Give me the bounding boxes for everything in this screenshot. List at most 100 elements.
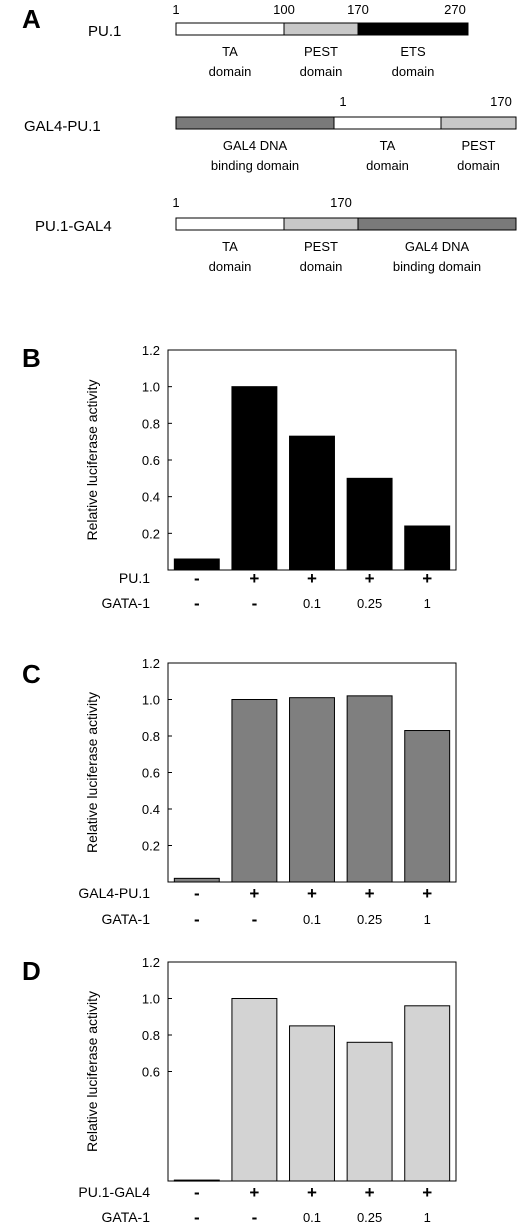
condition-value: 0.1 bbox=[303, 912, 321, 927]
bar bbox=[404, 525, 451, 571]
domain-label: binding domain bbox=[393, 259, 481, 274]
bar bbox=[231, 386, 278, 571]
condition-name: PU.1 bbox=[119, 570, 150, 586]
domain-segment bbox=[440, 116, 517, 130]
bar bbox=[289, 697, 335, 883]
domain-segment bbox=[333, 116, 442, 130]
bar bbox=[231, 699, 278, 883]
condition-value: + bbox=[365, 569, 375, 588]
position-number: 1 bbox=[172, 195, 179, 210]
condition-value: 1 bbox=[424, 912, 431, 927]
condition-value: + bbox=[422, 1183, 432, 1202]
position-number: 170 bbox=[490, 94, 512, 109]
domain-segment bbox=[175, 22, 285, 36]
domain-segment bbox=[283, 22, 359, 36]
condition-value: 0.25 bbox=[357, 596, 382, 611]
condition-value: + bbox=[307, 884, 317, 903]
panel-label: D bbox=[22, 956, 41, 986]
y-tick-label: 0.2 bbox=[142, 526, 160, 541]
position-number: 170 bbox=[330, 195, 352, 210]
domain-label: domain bbox=[392, 64, 435, 79]
bar bbox=[404, 730, 451, 883]
panel-a-label: A bbox=[22, 4, 41, 34]
position-number: 1 bbox=[339, 94, 346, 109]
domain-segment bbox=[357, 22, 469, 36]
condition-value: 0.25 bbox=[357, 1210, 382, 1225]
panel-label: C bbox=[22, 659, 41, 689]
y-tick-label: 0.6 bbox=[142, 1065, 160, 1080]
condition-value: + bbox=[307, 569, 317, 588]
domain-label: domain bbox=[457, 158, 500, 173]
domain-label: ETS bbox=[400, 44, 426, 59]
condition-value: + bbox=[249, 884, 259, 903]
condition-value: 0.25 bbox=[357, 912, 382, 927]
condition-value: + bbox=[365, 1183, 375, 1202]
condition-value: - bbox=[252, 910, 258, 929]
condition-value: + bbox=[422, 884, 432, 903]
condition-value: + bbox=[307, 1183, 317, 1202]
condition-value: + bbox=[365, 884, 375, 903]
bar bbox=[346, 1041, 393, 1182]
y-tick-label: 0.2 bbox=[142, 839, 160, 854]
bar bbox=[346, 477, 393, 571]
position-number: 1 bbox=[172, 2, 179, 17]
condition-name: GATA-1 bbox=[102, 1209, 151, 1225]
condition-value: - bbox=[194, 910, 200, 929]
y-tick-label: 0.8 bbox=[142, 1028, 160, 1043]
y-tick-label: 1.0 bbox=[142, 992, 160, 1007]
construct-name: GAL4-PU.1 bbox=[24, 118, 101, 135]
condition-value: - bbox=[252, 1208, 258, 1227]
position-number: 170 bbox=[347, 2, 369, 17]
domain-label: PEST bbox=[304, 239, 338, 254]
y-tick-label: 1.2 bbox=[142, 343, 160, 358]
domain-label: TA bbox=[380, 138, 396, 153]
y-tick-label: 0.8 bbox=[142, 729, 160, 744]
panel-label: B bbox=[22, 343, 41, 373]
condition-value: 0.1 bbox=[303, 596, 321, 611]
construct-name: PU.1-GAL4 bbox=[35, 218, 112, 235]
y-tick-label: 0.8 bbox=[142, 416, 160, 431]
condition-name: PU.1-GAL4 bbox=[78, 1184, 150, 1200]
condition-value: - bbox=[194, 569, 200, 588]
position-number: 100 bbox=[273, 2, 295, 17]
domain-label: domain bbox=[209, 259, 252, 274]
domain-label: domain bbox=[300, 259, 343, 274]
y-axis-label: Relative luciferase activity bbox=[84, 379, 100, 540]
y-axis-label: Relative luciferase activity bbox=[84, 692, 100, 853]
condition-name: GATA-1 bbox=[102, 911, 151, 927]
domain-label: binding domain bbox=[211, 158, 299, 173]
condition-value: + bbox=[422, 569, 432, 588]
condition-value: 1 bbox=[424, 596, 431, 611]
y-tick-label: 0.6 bbox=[142, 453, 160, 468]
domain-label: TA bbox=[222, 239, 238, 254]
position-number: 270 bbox=[444, 2, 466, 17]
domain-segment bbox=[175, 217, 285, 231]
condition-name: GAL4-PU.1 bbox=[78, 885, 150, 901]
y-tick-label: 1.2 bbox=[142, 656, 160, 671]
bar bbox=[289, 1025, 335, 1182]
domain-segment bbox=[283, 217, 359, 231]
y-tick-label: 0.4 bbox=[142, 490, 160, 505]
y-tick-label: 0.4 bbox=[142, 802, 160, 817]
condition-value: 1 bbox=[424, 1210, 431, 1225]
bar bbox=[173, 558, 220, 571]
condition-value: - bbox=[194, 1208, 200, 1227]
domain-label: GAL4 DNA bbox=[405, 239, 470, 254]
bar bbox=[173, 1179, 220, 1182]
domain-label: domain bbox=[300, 64, 343, 79]
condition-value: + bbox=[249, 1183, 259, 1202]
y-tick-label: 1.2 bbox=[142, 955, 160, 970]
bar bbox=[173, 877, 220, 883]
domain-segment bbox=[357, 217, 517, 231]
domain-label: domain bbox=[366, 158, 409, 173]
domain-segment bbox=[175, 116, 335, 130]
condition-value: 0.1 bbox=[303, 1210, 321, 1225]
bar bbox=[404, 1005, 451, 1182]
domain-label: PEST bbox=[304, 44, 338, 59]
construct-name: PU.1 bbox=[88, 23, 121, 40]
bar bbox=[231, 998, 278, 1182]
condition-value: - bbox=[194, 1183, 200, 1202]
domain-label: TA bbox=[222, 44, 238, 59]
y-tick-label: 1.0 bbox=[142, 380, 160, 395]
